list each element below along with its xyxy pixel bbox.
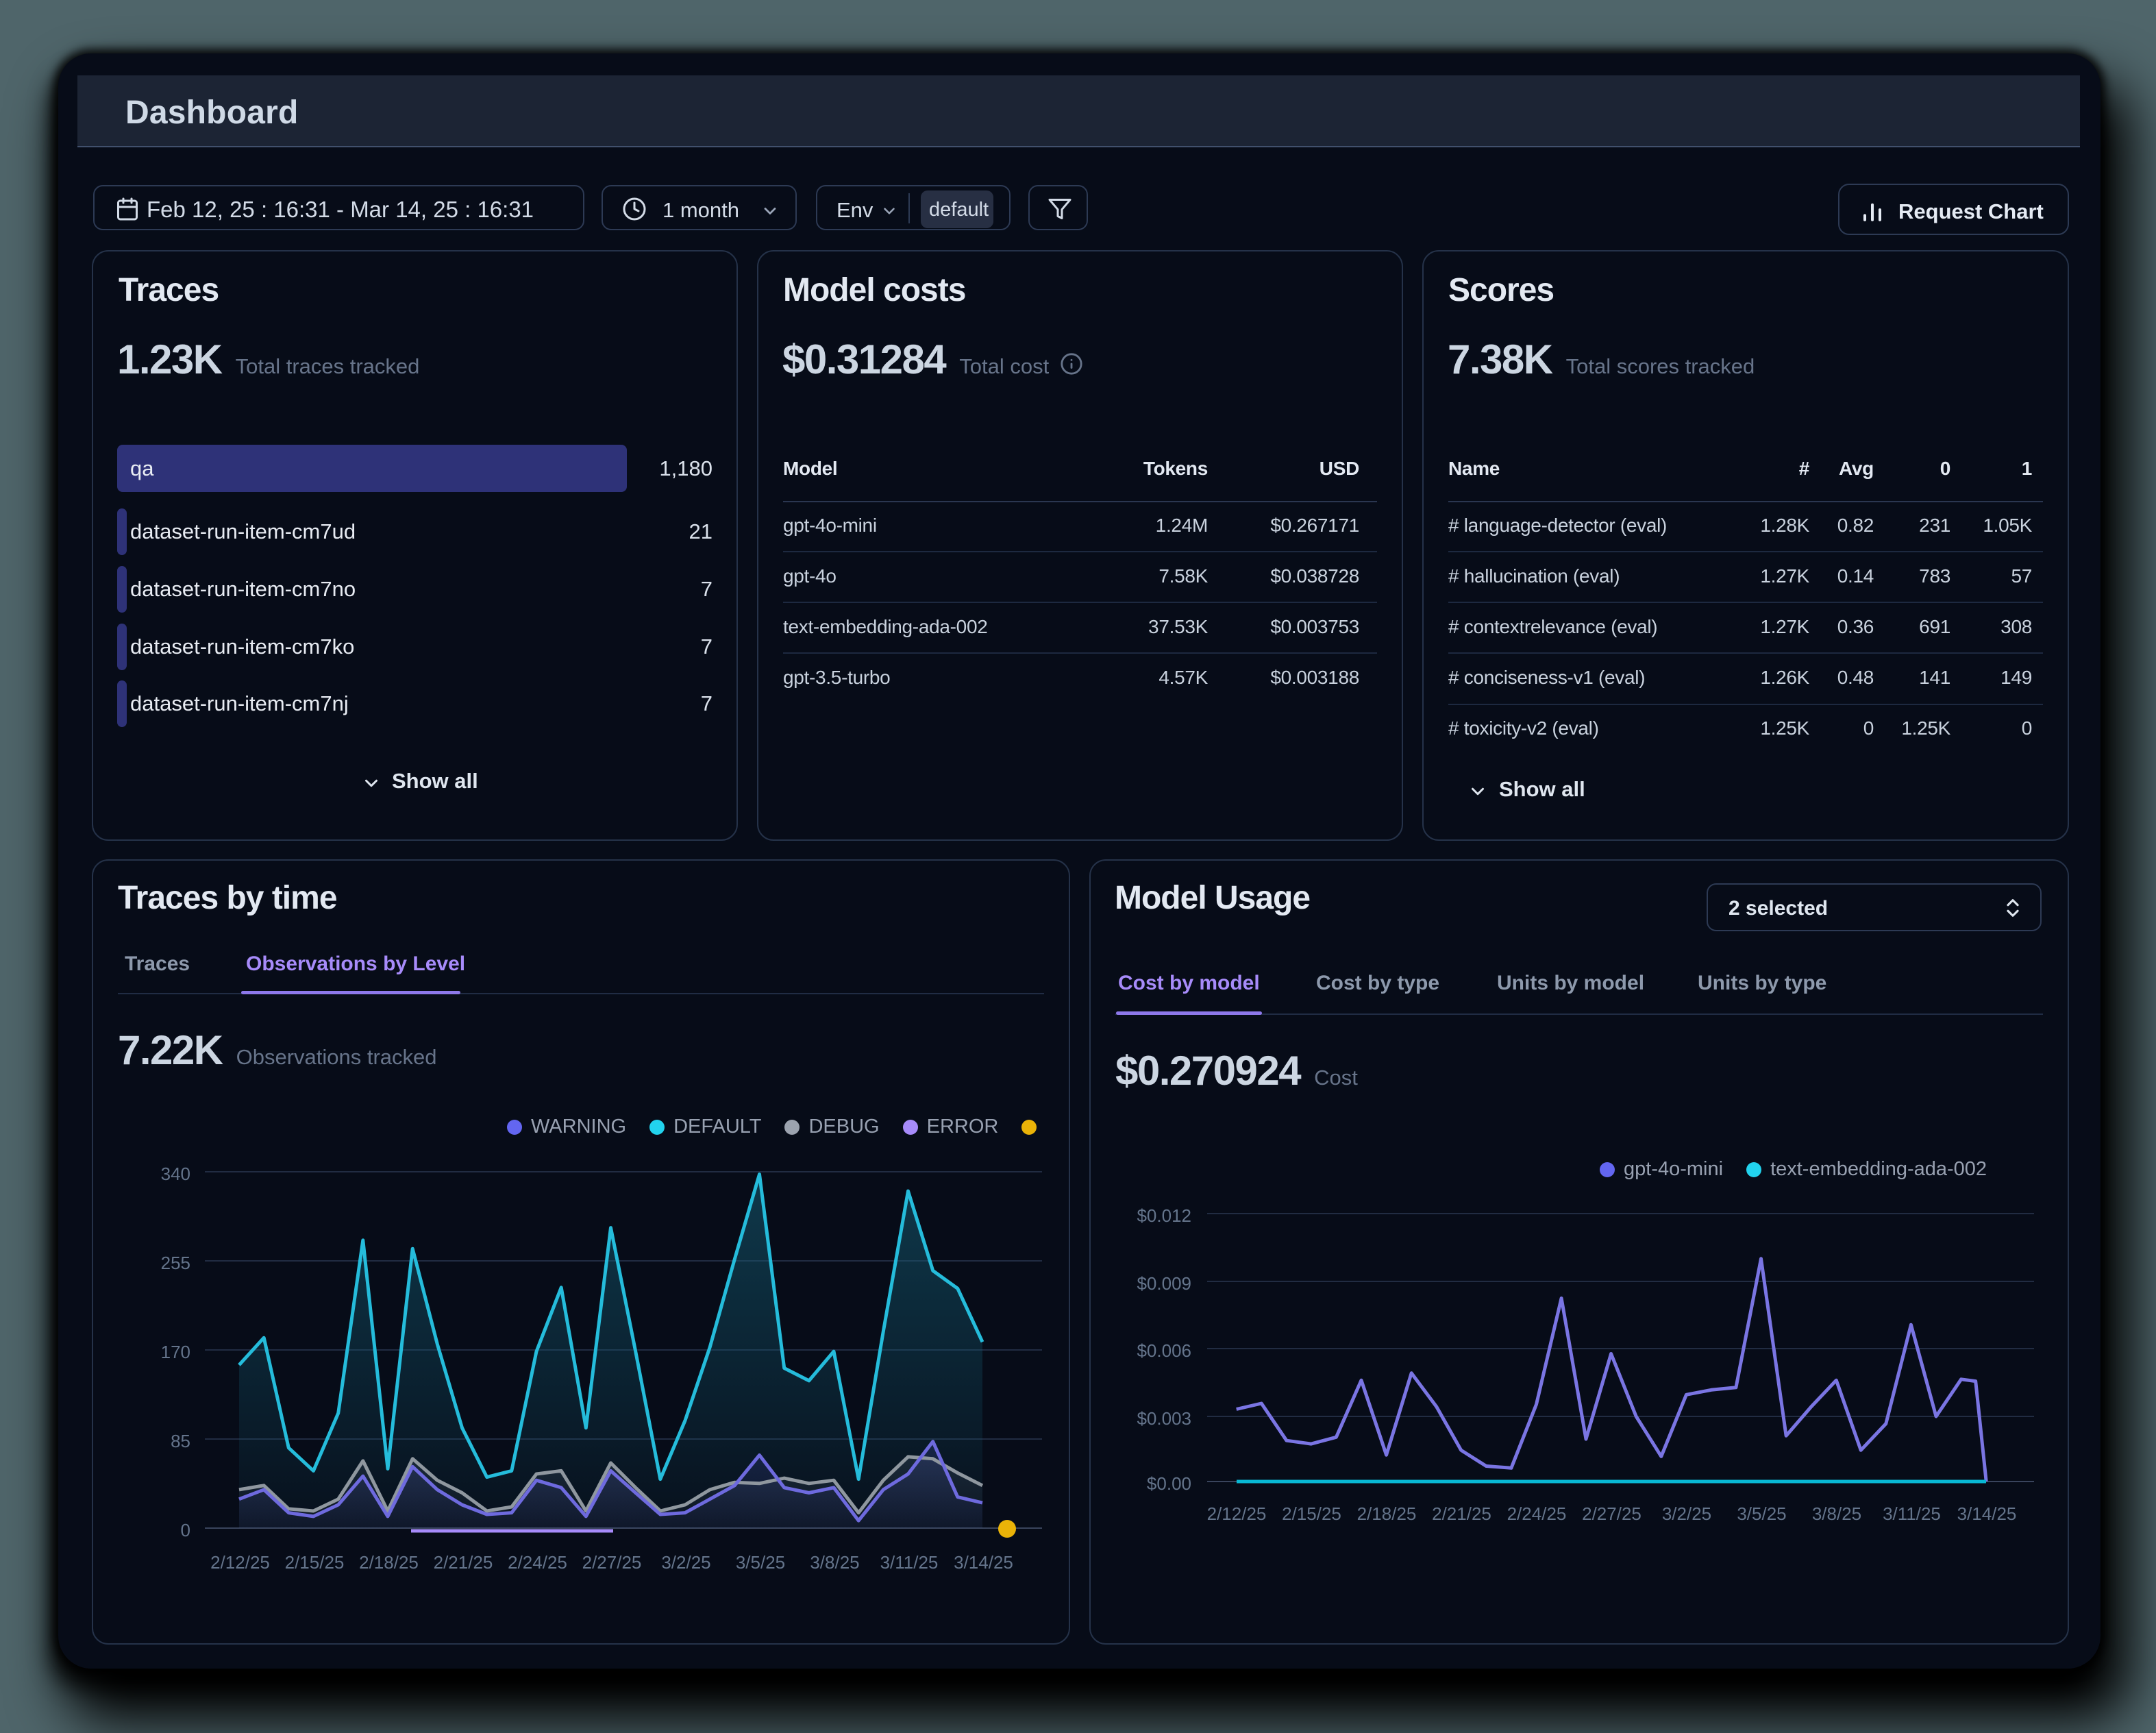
svg-text:3/11/25: 3/11/25 [1883,1503,1941,1524]
svg-text:3/5/25: 3/5/25 [1737,1503,1786,1524]
svg-text:3/8/25: 3/8/25 [1812,1503,1861,1524]
svg-text:2/27/25: 2/27/25 [582,1552,642,1573]
svg-text:2/18/25: 2/18/25 [1357,1503,1417,1524]
svg-text:340: 340 [161,1164,190,1184]
svg-text:$0.012: $0.012 [1137,1205,1191,1226]
svg-text:3/14/25: 3/14/25 [954,1552,1013,1573]
svg-text:2/15/25: 2/15/25 [1282,1503,1341,1524]
svg-text:170: 170 [161,1342,190,1362]
svg-text:2/12/25: 2/12/25 [1207,1503,1267,1524]
svg-text:3/8/25: 3/8/25 [810,1552,859,1573]
svg-text:2/18/25: 2/18/25 [359,1552,419,1573]
svg-text:2/12/25: 2/12/25 [210,1552,270,1573]
svg-text:2/21/25: 2/21/25 [1432,1503,1491,1524]
svg-text:$0.009: $0.009 [1137,1273,1191,1294]
svg-text:2/27/25: 2/27/25 [1582,1503,1641,1524]
svg-text:$0.006: $0.006 [1137,1340,1191,1361]
svg-text:3/2/25: 3/2/25 [1662,1503,1711,1524]
svg-text:255: 255 [161,1253,190,1273]
svg-text:$0.00: $0.00 [1147,1473,1191,1494]
svg-text:2/24/25: 2/24/25 [508,1552,567,1573]
svg-text:2/24/25: 2/24/25 [1507,1503,1567,1524]
svg-text:3/14/25: 3/14/25 [1957,1503,2017,1524]
svg-text:85: 85 [171,1431,190,1451]
svg-text:2/21/25: 2/21/25 [434,1552,493,1573]
svg-text:0: 0 [181,1520,190,1540]
svg-text:2/15/25: 2/15/25 [285,1552,345,1573]
svg-text:3/2/25: 3/2/25 [661,1552,710,1573]
svg-text:3/11/25: 3/11/25 [880,1552,939,1573]
svg-text:$0.003: $0.003 [1137,1408,1191,1429]
svg-text:3/5/25: 3/5/25 [736,1552,785,1573]
